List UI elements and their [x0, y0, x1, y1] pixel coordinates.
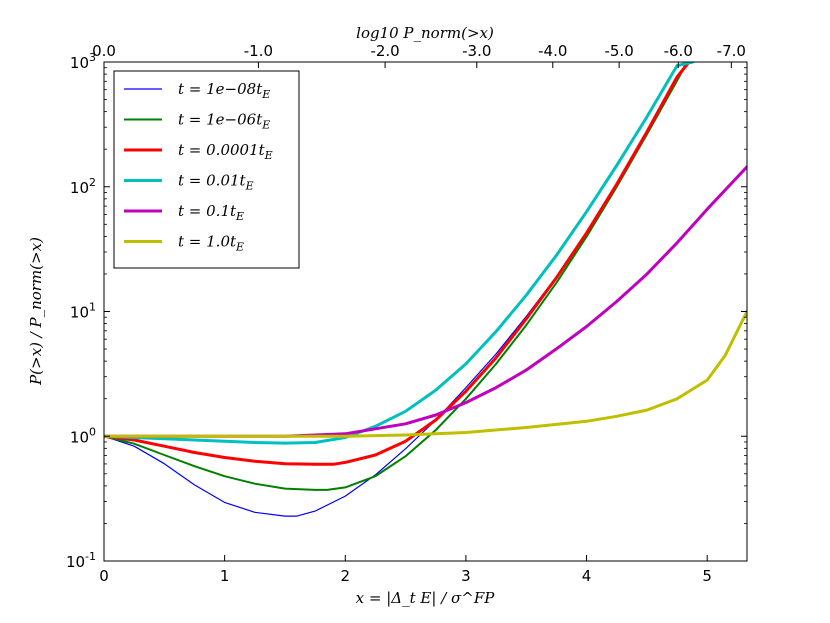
legend-label-5: t = 0.1tE [178, 202, 244, 223]
legend-label-4: t = 0.01tE [178, 172, 254, 193]
x-tick-label: 1 [220, 567, 230, 585]
legend: t = 1e−08tE t = 1e−06tE t = 0.0001tE t = 0.… [113, 70, 300, 269]
top-tick-label: 0.0 [92, 42, 116, 60]
series-layer [104, 62, 747, 517]
x-tick-label: 5 [702, 567, 712, 585]
legend-label-6: t = 1.0tE [178, 233, 244, 254]
top-tick-label: -6.0 [664, 42, 693, 60]
top-tick-label: -5.0 [604, 42, 633, 60]
x-tick-label: 0 [99, 567, 109, 585]
y-tick-label: 10-1 [66, 550, 96, 571]
legend-label-3: t = 0.0001tE [178, 141, 273, 162]
legend-label-2: t = 1e−06tE [178, 111, 270, 132]
series-line-4 [104, 62, 695, 445]
top-tick-label: -7.0 [717, 42, 746, 60]
x-axis-label: x = |Δ_t E| / σ^FP [356, 589, 496, 607]
series-line-2 [104, 62, 688, 491]
y-tick-label: 103 [70, 51, 96, 72]
x-tick-label: 4 [582, 567, 592, 585]
y-tick-label: 100 [70, 425, 96, 446]
plot-frame [103, 61, 748, 562]
top-tick-label: -2.0 [370, 42, 399, 60]
x-tick-label: 2 [341, 567, 351, 585]
top-tick-label: -4.0 [538, 42, 567, 60]
x-tick-label: 3 [461, 567, 471, 585]
y-axis-label: P(>x) / P_norm(>x) [27, 237, 45, 386]
series-line-3 [104, 62, 691, 466]
y-tick-label: 102 [70, 176, 96, 197]
legend-label-1: t = 1e−08tE [178, 80, 270, 101]
legend-entries: t = 1e−08tE t = 1e−06tE t = 0.0001tE t = 0.… [124, 80, 273, 254]
top-tick-label: -3.0 [462, 42, 491, 60]
legend-box [113, 70, 300, 269]
series-line-6 [104, 310, 747, 438]
top-tick-label: -1.0 [244, 42, 273, 60]
tick-layer: 0 1 2 3 4 5 0.0 -1.0 -2.0 -3.0 -4.0 -5.0 -6.0 -7.0 10-… [66, 42, 747, 585]
top-axis-label: log10 P_norm(>x) [356, 24, 494, 42]
y-tick-label: 101 [70, 301, 96, 322]
